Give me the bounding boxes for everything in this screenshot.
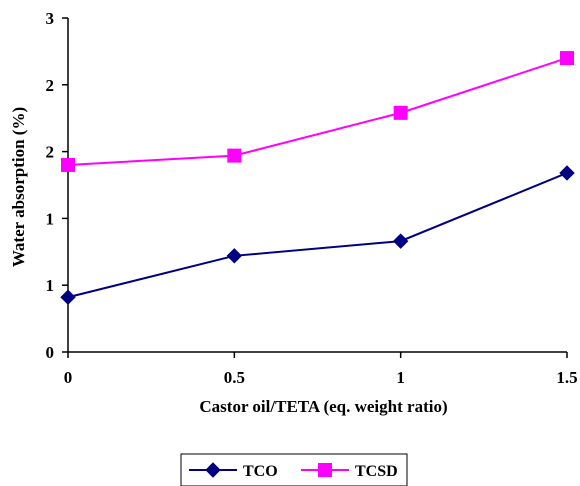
x-tick-label: 0 — [64, 368, 73, 387]
legend-items: TCO TCSD — [189, 462, 398, 480]
legend-item-tcsd: TCSD — [301, 463, 398, 480]
y-axis-title: Water absorption (%) — [9, 107, 28, 267]
x-tick-label: 1 — [396, 368, 405, 387]
data-point-tcsd — [560, 51, 574, 66]
series-tco — [60, 165, 575, 305]
y-tick-label: 0 — [46, 343, 55, 362]
legend-label: TCSD — [355, 463, 398, 480]
series-line-tcsd — [67, 57, 568, 166]
data-point-tco — [559, 165, 575, 181]
data-point-tco — [392, 233, 409, 249]
series-tcsd — [61, 51, 574, 172]
legend: TCO TCSD — [180, 453, 408, 486]
legend-label: TCO — [243, 463, 278, 480]
legend-marker — [318, 463, 332, 477]
series-layer — [60, 51, 575, 305]
data-point-tcsd — [227, 148, 242, 163]
y-tick-label: 1 — [46, 276, 55, 295]
y-tick-label: 1 — [46, 209, 55, 228]
legend-item-tco: TCO — [189, 462, 278, 480]
x-axis-ticks: 0 0.5 1 1.5 — [64, 352, 578, 387]
x-tick-label: 1.5 — [556, 368, 577, 387]
series-line-tco — [67, 172, 568, 299]
x-axis-title: Castor oil/TETA (eq. weight ratio) — [199, 397, 447, 416]
y-axis-ticks: 0 1 1 2 2 3 — [46, 9, 68, 362]
data-point-tco — [60, 289, 76, 305]
y-tick-label: 2 — [46, 143, 55, 162]
data-point-tcsd — [61, 157, 75, 172]
legend-marker — [205, 462, 221, 478]
data-point-tcsd — [393, 105, 408, 120]
plot-area: 0 1 1 2 2 3 0 0.5 1 1.5 — [46, 9, 578, 387]
y-tick-label: 3 — [46, 9, 55, 28]
x-tick-label: 0.5 — [224, 368, 245, 387]
data-point-tco — [226, 248, 243, 264]
y-tick-label: 2 — [46, 76, 55, 95]
